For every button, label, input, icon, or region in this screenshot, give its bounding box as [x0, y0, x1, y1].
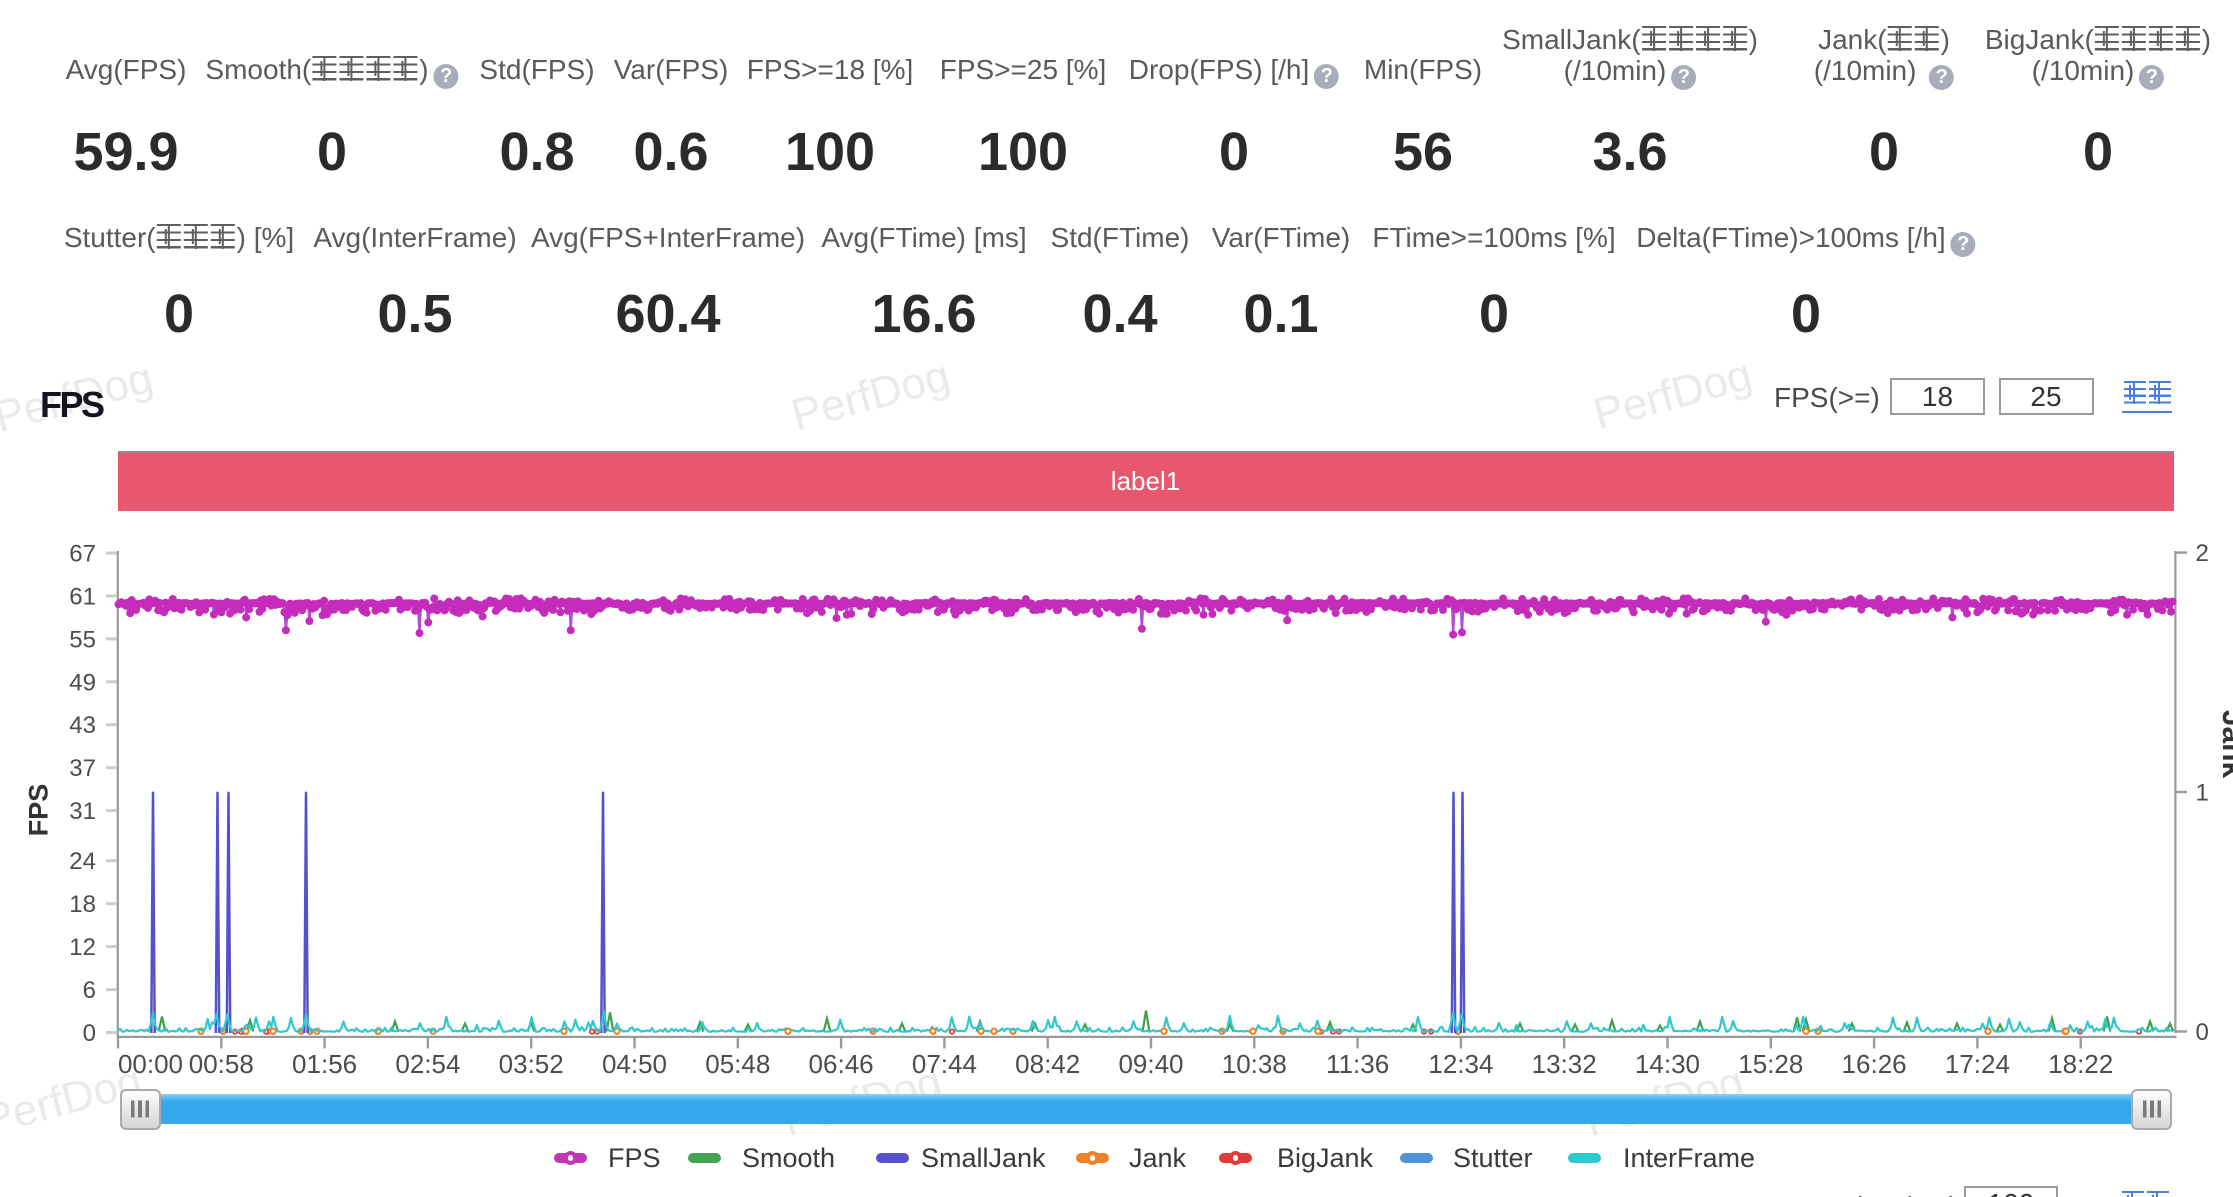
- svg-text:01:56: 01:56: [292, 1049, 357, 1079]
- svg-text:2: 2: [2196, 540, 2209, 567]
- svg-text:08:42: 08:42: [1015, 1049, 1080, 1079]
- svg-text:12: 12: [69, 934, 96, 961]
- svg-text:07:44: 07:44: [912, 1049, 977, 1079]
- svg-text:31: 31: [69, 798, 96, 825]
- svg-text:1: 1: [2196, 780, 2209, 807]
- svg-text:49: 49: [69, 669, 96, 696]
- svg-text:15:28: 15:28: [1738, 1049, 1803, 1079]
- svg-text:13:32: 13:32: [1532, 1049, 1597, 1079]
- svg-text:14:30: 14:30: [1635, 1049, 1700, 1079]
- svg-text:67: 67: [69, 541, 96, 568]
- svg-text:00:00: 00:00: [118, 1049, 183, 1079]
- svg-text:09:40: 09:40: [1118, 1049, 1183, 1079]
- svg-text:17:24: 17:24: [1945, 1049, 2010, 1079]
- svg-text:0: 0: [83, 1020, 96, 1047]
- svg-text:18:22: 18:22: [2048, 1049, 2113, 1079]
- svg-text:0: 0: [2196, 1019, 2209, 1046]
- svg-text:55: 55: [69, 626, 96, 653]
- svg-text:02:54: 02:54: [395, 1049, 460, 1079]
- svg-text:11:36: 11:36: [1326, 1049, 1389, 1079]
- svg-text:24: 24: [69, 848, 96, 875]
- svg-text:61: 61: [69, 583, 96, 610]
- svg-text:00:58: 00:58: [189, 1049, 254, 1079]
- svg-text:12:34: 12:34: [1428, 1049, 1493, 1079]
- svg-text:04:50: 04:50: [602, 1049, 667, 1079]
- svg-text:16:26: 16:26: [1842, 1049, 1907, 1079]
- svg-text:03:52: 03:52: [499, 1049, 564, 1079]
- svg-text:05:48: 05:48: [705, 1049, 770, 1079]
- svg-text:18: 18: [69, 891, 96, 918]
- svg-text:37: 37: [69, 755, 96, 782]
- svg-text:06:46: 06:46: [809, 1049, 874, 1079]
- svg-text:10:38: 10:38: [1222, 1049, 1287, 1079]
- svg-text:43: 43: [69, 712, 96, 739]
- svg-text:FPS: FPS: [24, 784, 54, 837]
- svg-text:6: 6: [83, 977, 96, 1004]
- svg-text:Jank: Jank: [2216, 710, 2233, 779]
